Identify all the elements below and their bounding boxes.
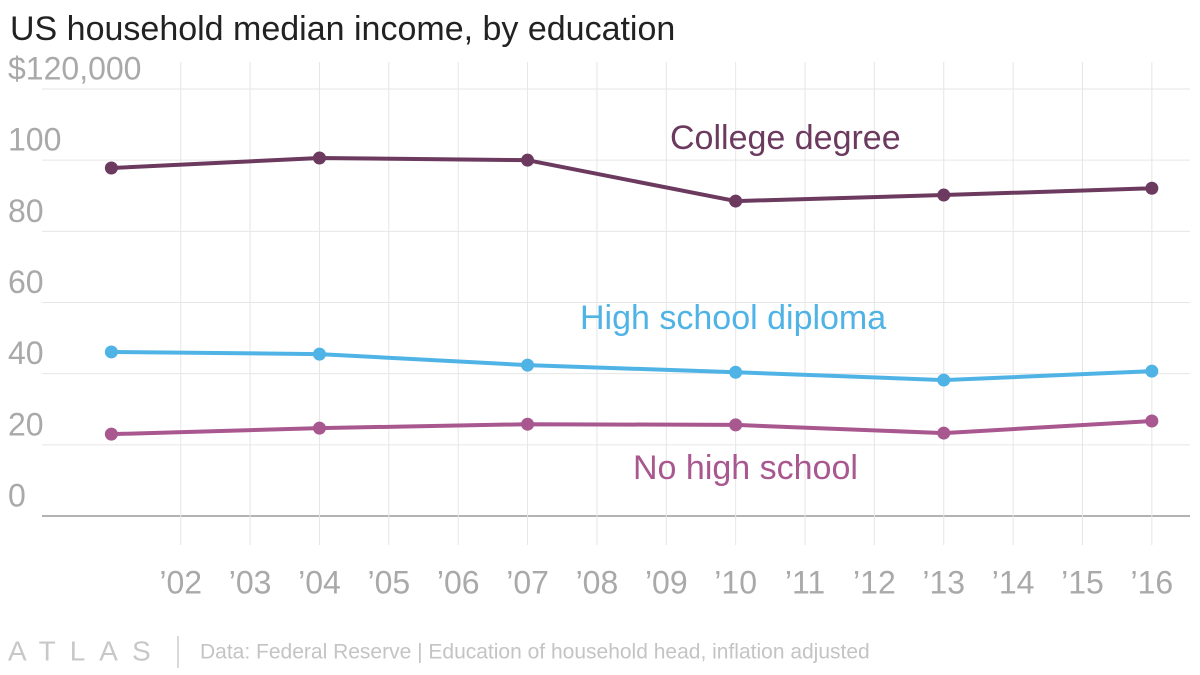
- x-tick-label: ’04: [298, 564, 341, 600]
- x-tick-label: ’08: [576, 564, 619, 600]
- y-tick-label: 100: [8, 122, 61, 158]
- data-point: [729, 418, 743, 432]
- x-tick-label: ’12: [853, 564, 896, 600]
- data-point: [937, 426, 951, 440]
- y-tick-label: $120,000: [8, 50, 141, 86]
- y-tick-label: 60: [8, 264, 44, 300]
- x-tick-label: ’15: [1061, 564, 1104, 600]
- logo: ATLAS: [8, 635, 165, 666]
- series-label: College degree: [670, 119, 901, 157]
- x-tick-label: ’03: [229, 564, 272, 600]
- x-tick-label: ’05: [367, 564, 410, 600]
- x-tick-label: ’02: [159, 564, 202, 600]
- data-point: [1145, 414, 1159, 428]
- x-tick-label: ’14: [992, 564, 1035, 600]
- data-point: [312, 421, 326, 435]
- data-point: [729, 365, 743, 379]
- data-point: [1145, 181, 1159, 195]
- series-line: [111, 349, 1152, 383]
- data-point: [1145, 364, 1159, 378]
- chart-title: US household median income, by education: [10, 10, 675, 48]
- x-tick-label: ’16: [1130, 564, 1173, 600]
- x-tick-label: ’06: [437, 564, 480, 600]
- series-label: High school diploma: [580, 299, 886, 337]
- data-point: [104, 427, 118, 441]
- x-tick-label: ’10: [714, 564, 757, 600]
- x-tick-label: ’13: [922, 564, 965, 600]
- data-point: [312, 151, 326, 165]
- data-point: [729, 194, 743, 208]
- data-point: [312, 347, 326, 361]
- x-tick-label: ’07: [506, 564, 549, 600]
- y-tick-label: 0: [8, 477, 26, 513]
- data-point: [521, 417, 535, 431]
- x-tick-label: ’09: [645, 564, 688, 600]
- series-label: No high school: [633, 449, 858, 487]
- y-tick-label: 20: [8, 406, 44, 442]
- x-tick-label: ’11: [785, 564, 825, 600]
- data-point: [521, 153, 535, 167]
- data-point: [104, 345, 118, 359]
- y-tick-label: 40: [8, 335, 44, 371]
- source: Data: Federal Reserve | Education of hou…: [200, 641, 870, 664]
- data-point: [937, 188, 951, 202]
- data-point: [104, 161, 118, 175]
- y-tick-label: 80: [8, 193, 44, 229]
- data-point: [937, 373, 951, 387]
- series-line: [111, 418, 1152, 437]
- series-line: [111, 156, 1152, 204]
- data-point: [521, 358, 535, 372]
